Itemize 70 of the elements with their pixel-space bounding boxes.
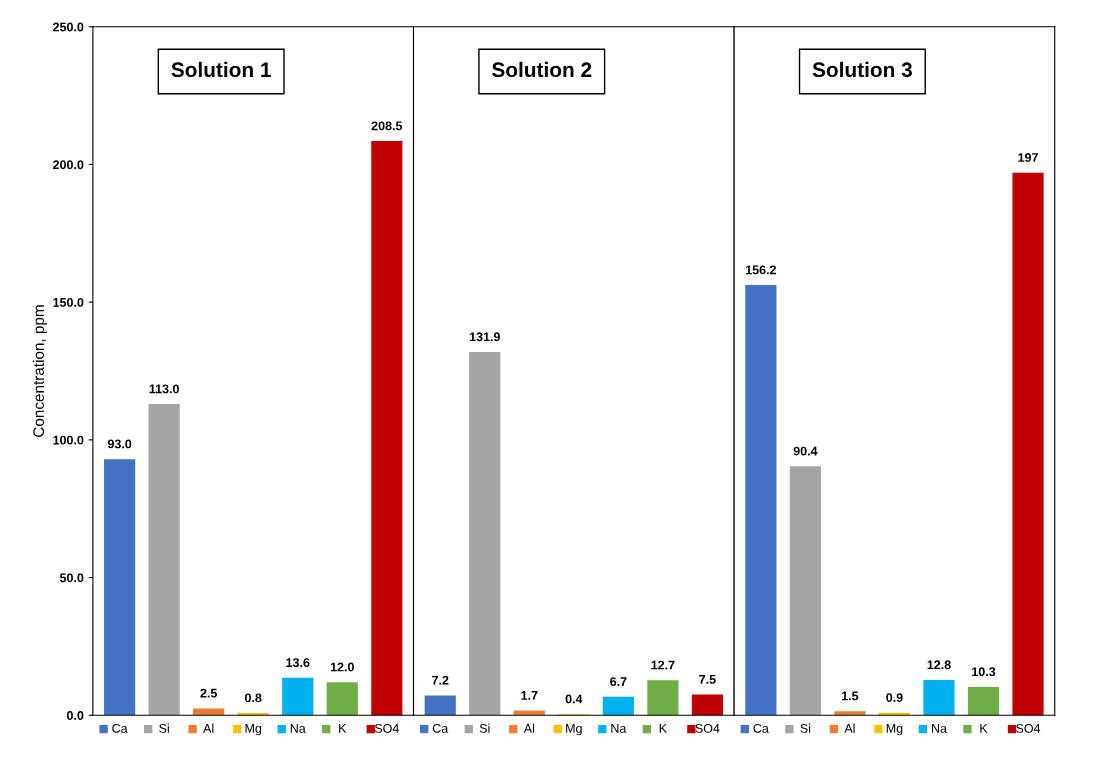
data-label: 1.5 — [842, 691, 859, 701]
x-tick-label: Ca — [432, 723, 449, 733]
bar — [647, 680, 679, 716]
x-tick-label: SO4 — [374, 723, 399, 733]
data-label: 10.3 — [972, 667, 996, 677]
x-tick-label: Si — [159, 723, 169, 733]
y-tick-label: 100.0 — [53, 435, 84, 445]
data-label: 7.2 — [432, 675, 449, 685]
x-tick-label: SO4 — [695, 723, 720, 733]
data-label: 12.8 — [927, 660, 951, 670]
bar — [237, 713, 269, 716]
bar — [967, 686, 1000, 716]
data-label: 93.0 — [107, 439, 132, 449]
data-label: 13.6 — [286, 658, 310, 668]
x-tick-label: K — [339, 724, 347, 733]
bar — [148, 404, 180, 716]
data-label: 131.9 — [469, 332, 500, 342]
x-tick-label: Ca — [753, 723, 769, 733]
data-label: 0.4 — [565, 694, 583, 704]
x-tick-label: Si — [800, 723, 811, 733]
data-label: 2.5 — [200, 688, 218, 698]
bar — [745, 285, 777, 716]
y-tick-label: 50.0 — [59, 573, 84, 583]
x-tick-label: Al — [203, 723, 214, 733]
bar — [469, 352, 501, 716]
y-tick-label: 250.0 — [53, 22, 84, 32]
x-tick-label: Mg — [245, 724, 262, 736]
data-label: 7.5 — [699, 675, 716, 684]
data-label: 0.8 — [245, 693, 262, 703]
bar — [371, 141, 403, 716]
text: Solution 1 — [171, 61, 271, 78]
bar — [602, 696, 634, 716]
text: Solution 2 — [492, 61, 592, 78]
bar — [424, 695, 456, 716]
bar — [1012, 172, 1044, 716]
data-label: 113.0 — [149, 384, 179, 394]
x-tick-label: Mg — [886, 724, 903, 736]
bar — [789, 466, 821, 716]
data-label: 208.5 — [371, 121, 403, 131]
x-tick-label: Si — [479, 723, 490, 733]
y-tick-label: 200.0 — [53, 160, 84, 170]
bar — [834, 711, 866, 716]
x-tick-label: Al — [844, 723, 855, 733]
data-label: 90.4 — [793, 446, 818, 456]
y-tick-label: 0.0 — [67, 711, 84, 720]
x-tick-label: SO4 — [1016, 723, 1041, 733]
bar — [923, 680, 955, 716]
data-label: 12.0 — [330, 662, 354, 672]
data-label: 0.9 — [886, 693, 903, 702]
bar — [193, 708, 225, 716]
bar — [104, 459, 136, 716]
data-label: 156.2 — [746, 265, 776, 275]
y-tick-label: 150.0 — [53, 297, 84, 307]
x-tick-label: Al — [523, 723, 535, 733]
bar — [282, 677, 314, 716]
text: Solution 3 — [812, 61, 912, 78]
x-tick-label: Na — [611, 724, 627, 733]
x-tick-label: Ca — [112, 723, 128, 733]
x-tick-label: K — [980, 724, 988, 733]
x-tick-label: Na — [290, 724, 306, 733]
data-label: 12.7 — [651, 660, 675, 670]
x-tick-label: Na — [932, 724, 947, 733]
y-axis-title: Concentration, ppm — [32, 305, 48, 437]
x-tick-label: Mg — [566, 724, 582, 736]
data-label: 197 — [1018, 153, 1038, 162]
bar — [691, 694, 723, 716]
bar — [326, 682, 358, 716]
x-tick-label: K — [659, 724, 667, 733]
data-label: 1.7 — [521, 691, 538, 700]
data-label: 6.7 — [610, 677, 627, 687]
